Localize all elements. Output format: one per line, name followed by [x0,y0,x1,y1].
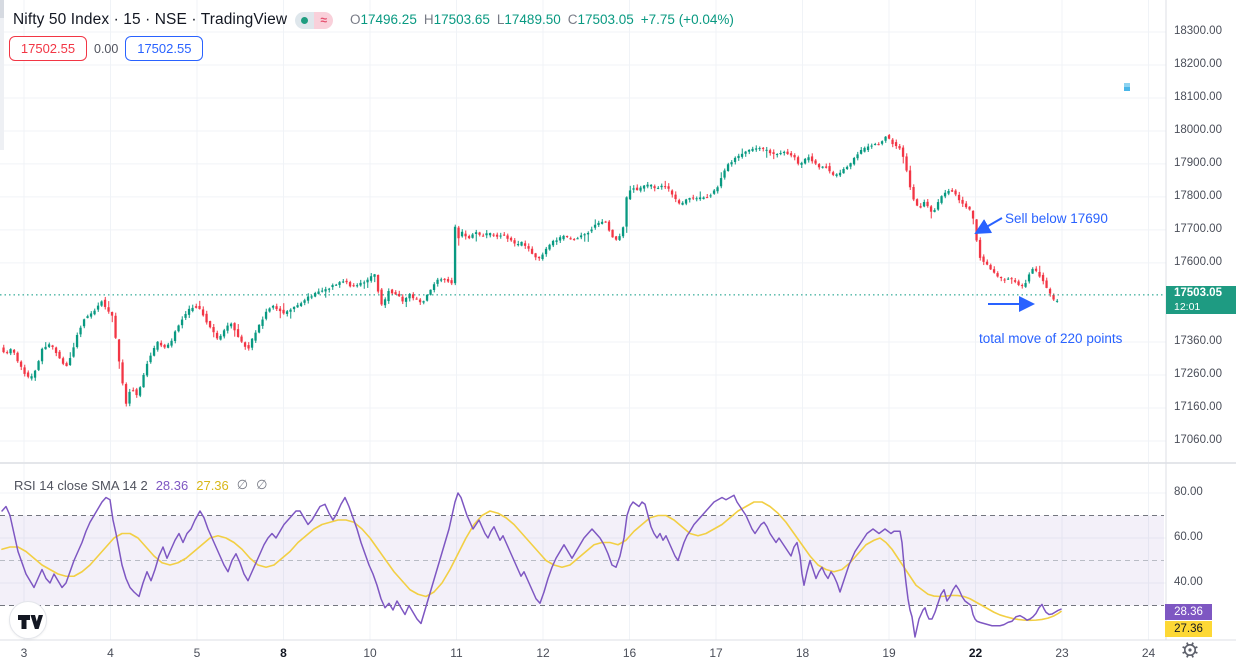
rsi-badge: 28.36 [1165,604,1212,620]
annotation-arrows [974,217,1035,312]
annotation-move-note[interactable]: total move of 220 points [979,331,1123,346]
last-price-badge: 17503.05 12:01 [1166,286,1236,314]
rsi-legend-label: RSI 14 close SMA 14 2 [14,477,148,493]
time-tick-label: 16 [622,646,637,660]
time-tick-label: 11 [450,646,463,660]
time-tick-label: 12 [536,646,550,660]
time-tick-label: 17 [709,646,723,660]
rsi-tick-label: 60.00 [1174,531,1203,543]
time-tick-label: 22 [968,646,983,660]
symbol-title: Nifty 50 Index · 15 · NSE · TradingView [13,11,288,28]
rsi-tick-label: 40.00 [1174,576,1203,588]
ohlc-item: O17496.25 [350,12,417,27]
delayed-data-icon: ≈ [314,11,334,29]
ohlc-item: H17503.65 [423,12,490,27]
rsi-pane [0,492,1164,638]
rsi-legend: RSI 14 close SMA 14 2 28.36 27.36 ∅ ∅ [14,477,267,493]
market-open-dot-icon [295,11,315,29]
last-price-value: 17503.05 [1174,287,1222,300]
spread-value: 0.00 [94,41,119,56]
price-tick-label: 18200.00 [1174,57,1222,70]
price-tick-label: 18000.00 [1174,123,1222,136]
price-tick-label: 17160.00 [1174,401,1222,414]
last-price-time: 12:01 [1174,300,1201,313]
sell-arrow [974,217,1003,234]
time-tick-label: 5 [193,646,201,660]
rsi-value: 28.36 [155,477,189,493]
price-tick-label: 18100.00 [1174,90,1222,103]
rsi-sma-hidden-icon[interactable]: ∅ [256,477,268,492]
candlestick-series [2,133,1059,407]
rsi-hidden-icon[interactable]: ∅ [236,477,249,492]
rsi-tick-label: 80.00 [1174,486,1203,498]
ohlc-item: L17489.50 [496,12,561,27]
rsi-sma-badge: 27.36 [1165,621,1212,637]
price-tick-label: 17060.00 [1174,434,1222,446]
change-value: +7.75 (+0.04%) [640,12,734,27]
time-tick-label: 4 [107,646,114,660]
tradingview-logo-icon[interactable] [9,601,47,639]
ohlc-item: C17503.05 [567,12,634,27]
price-tick-label: 17260.00 [1174,368,1222,381]
trade-buttons: 17502.55 0.00 17502.55 [9,36,204,61]
buy-button[interactable]: 17502.55 [125,36,204,61]
grid [0,0,1166,640]
rsi-sma-value: 27.36 [196,477,229,493]
annotation-sell-note[interactable]: Sell below 17690 [1005,211,1108,226]
time-tick-label: 8 [280,646,287,660]
settings-gear-icon[interactable] [1182,642,1198,658]
price-tick-label: 17800.00 [1174,189,1222,202]
mini-flag-icon [1124,83,1130,91]
time-tick-label: 10 [363,646,377,660]
price-tick-label: 18300.00 [1174,25,1222,37]
time-tick-label: 3 [20,646,28,660]
ohlc-readout: O17496.25 H17503.65 L17489.50 C17503.05 +7.7… [350,12,734,27]
price-tick-label: 17360.00 [1174,335,1222,348]
left-scroll-strip [0,0,4,150]
left-scroll-thumb[interactable] [0,0,4,18]
time-tick-label: 19 [882,646,896,660]
time-tick-label: 18 [795,646,810,660]
time-tick-label: 24 [1141,646,1156,660]
price-tick-label: 17700.00 [1174,222,1222,235]
header: Nifty 50 Index · 15 · NSE · TradingView … [13,10,334,30]
price-tick-label: 17600.00 [1174,255,1222,268]
sell-button[interactable]: 17502.55 [9,36,87,61]
market-status-pill[interactable]: ≈ [295,11,334,29]
time-tick-label: 23 [1055,646,1069,660]
price-tick-label: 17900.00 [1174,156,1222,169]
